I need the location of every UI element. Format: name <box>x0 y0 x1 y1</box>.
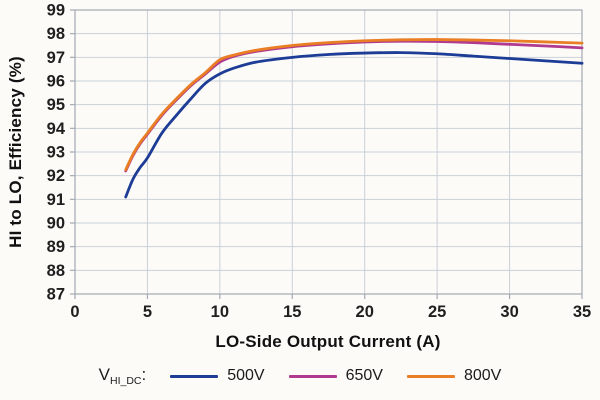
y-axis-title: HI to LO, Efficiency (%) <box>6 56 25 248</box>
legend-swatch-650v <box>288 374 337 378</box>
legend-prefix-base: V <box>98 365 110 384</box>
x-axis-title: LO-Side Output Current (A) <box>215 332 441 351</box>
y-tick-label: 96 <box>47 73 65 91</box>
legend-swatch-500v <box>170 374 219 378</box>
series-line-800v <box>124 38 584 172</box>
y-tick-label: 88 <box>47 262 65 280</box>
legend: VHI_DC: 500V 650V 800V <box>0 361 600 391</box>
legend-item-800v: 800V <box>406 367 502 385</box>
x-tick-label: 5 <box>143 303 152 321</box>
legend-label-800v: 800V <box>463 367 502 384</box>
x-tick-label: 30 <box>500 303 518 321</box>
x-tick-label: 20 <box>356 303 374 321</box>
y-tick-label: 91 <box>47 191 65 209</box>
y-tick-label: 87 <box>47 286 65 304</box>
series-line-650v <box>124 39 584 173</box>
legend-prefix-colon: : <box>141 365 147 384</box>
x-tick-label: 35 <box>573 303 591 321</box>
x-tick-label: 15 <box>283 303 301 321</box>
legend-label-500v: 500V <box>227 367 265 384</box>
legend-item-500v: 500V <box>170 367 265 385</box>
y-tick-label: 93 <box>47 144 65 162</box>
x-tick-label: 10 <box>211 303 229 321</box>
y-tick-label: 98 <box>47 25 65 43</box>
legend-item-650v: 650V <box>288 367 383 385</box>
legend-label-650v: 650V <box>345 367 383 384</box>
x-tick-label: 25 <box>428 303 446 321</box>
y-tick-label: 92 <box>47 167 65 185</box>
legend-prefix: VHI_DC: <box>99 365 147 387</box>
y-tick-label: 99 <box>47 2 65 20</box>
y-tick-label: 90 <box>47 215 65 233</box>
legend-prefix-subscript: HI_DC <box>109 375 142 387</box>
y-tick-label: 97 <box>47 49 65 67</box>
y-tick-label: 95 <box>47 96 65 114</box>
series-line-500v <box>124 51 584 199</box>
y-tick-label: 94 <box>47 120 66 138</box>
y-tick-label: 89 <box>47 238 65 256</box>
x-tick-label: 0 <box>70 303 79 321</box>
legend-swatch-800v <box>406 374 455 378</box>
